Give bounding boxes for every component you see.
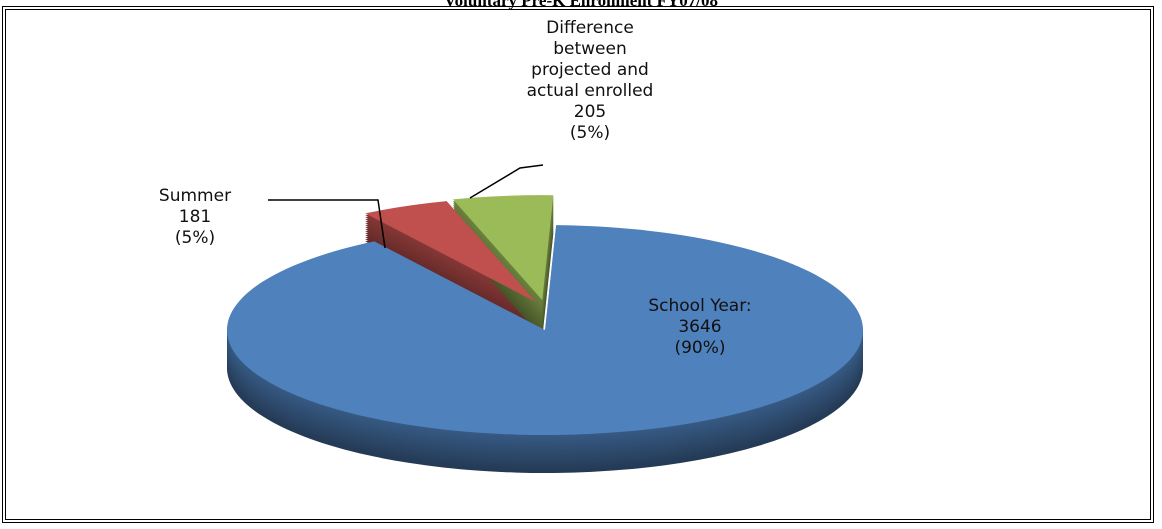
chart-title: Voluntary Pre-K Enrollment FY07/08 xyxy=(443,0,719,10)
slice xyxy=(452,195,554,301)
category-label: Difference between projected and actual … xyxy=(526,18,654,101)
slice xyxy=(365,201,536,302)
slice xyxy=(227,225,863,435)
value-label: 3646 xyxy=(678,317,722,337)
percent-label: (5%) xyxy=(569,123,611,143)
category-label: School Year: xyxy=(648,296,752,316)
category-label: Summer xyxy=(158,186,232,206)
data-label: Summer 181 (5%) xyxy=(115,186,275,249)
data-label: Difference between projected and actual … xyxy=(520,18,660,144)
leader-line xyxy=(469,164,544,199)
value-label: 181 xyxy=(178,207,212,227)
percent-label: (5%) xyxy=(174,228,216,248)
leader-line xyxy=(268,199,386,249)
frame xyxy=(2,6,1154,523)
percent-label: (90%) xyxy=(674,338,726,358)
value-label: 205 xyxy=(573,102,607,122)
data-label: School Year: 3646 (90%) xyxy=(610,296,790,359)
